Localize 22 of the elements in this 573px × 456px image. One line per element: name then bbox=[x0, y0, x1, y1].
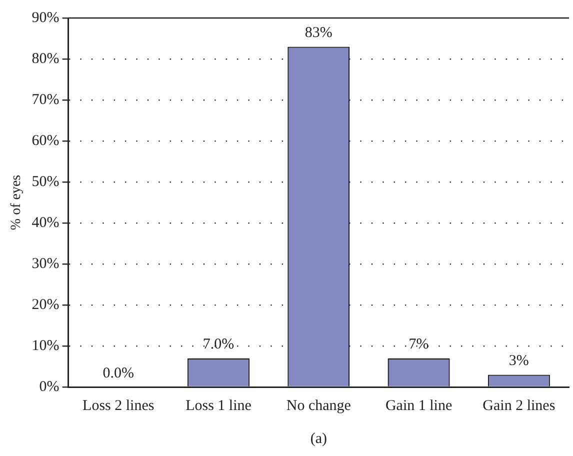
y-tick-label: 70% bbox=[32, 92, 60, 108]
x-tick-label: Gain 2 lines bbox=[482, 398, 556, 414]
y-tick-label: 50% bbox=[32, 174, 60, 190]
data-label: 83% bbox=[304, 25, 332, 42]
x-tick-label: Loss 1 line bbox=[186, 398, 252, 414]
x-tick-label: Gain 1 line bbox=[385, 398, 452, 414]
y-tick-label: 60% bbox=[32, 132, 60, 149]
x-axis-title: (a) bbox=[310, 430, 327, 447]
y-tick-label: 20% bbox=[32, 296, 60, 313]
y-tick-label: 80% bbox=[32, 50, 60, 67]
data-label: 3% bbox=[508, 353, 529, 370]
data-label: 7% bbox=[408, 336, 429, 353]
data-label: 0.0% bbox=[102, 365, 134, 382]
x-tick-label: No change bbox=[286, 398, 352, 414]
y-tick-label: 10% bbox=[32, 338, 60, 354]
y-tick-label: 40% bbox=[32, 214, 60, 231]
y-axis-title: % of eyes bbox=[9, 174, 24, 230]
y-tick-label: 0% bbox=[39, 378, 60, 395]
data-label: 7.0% bbox=[202, 336, 234, 353]
x-tick-label: Loss 2 lines bbox=[82, 398, 154, 414]
y-tick-label: 90% bbox=[32, 10, 60, 26]
y-tick-label: 30% bbox=[32, 256, 60, 272]
